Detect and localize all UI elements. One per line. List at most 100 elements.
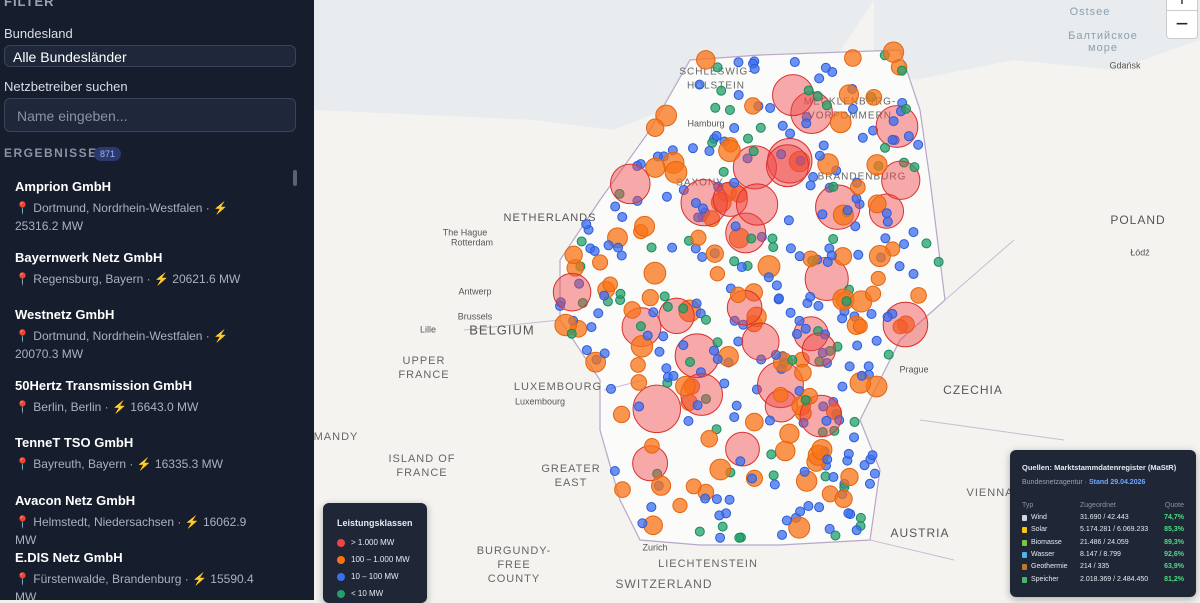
zoom-out[interactable]: − <box>1167 10 1197 37</box>
map-marker[interactable] <box>700 393 711 404</box>
map-marker[interactable] <box>883 349 894 360</box>
map-marker[interactable] <box>731 400 742 411</box>
map-marker[interactable] <box>586 322 597 333</box>
map-marker[interactable] <box>766 449 777 460</box>
map-marker[interactable] <box>685 356 696 367</box>
map-marker[interactable] <box>712 354 723 365</box>
map-marker[interactable] <box>785 128 796 139</box>
map-marker[interactable] <box>668 370 679 381</box>
map-marker[interactable] <box>715 532 726 543</box>
map-marker[interactable] <box>772 386 789 403</box>
map-marker[interactable] <box>709 458 732 481</box>
map-marker[interactable] <box>856 370 867 381</box>
map-marker[interactable] <box>756 231 767 242</box>
map-marker[interactable] <box>734 532 745 543</box>
map-marker[interactable] <box>843 508 854 519</box>
map-marker[interactable] <box>805 291 816 302</box>
map-marker[interactable] <box>814 73 825 84</box>
map-marker[interactable] <box>828 472 839 483</box>
map-marker[interactable] <box>654 346 665 357</box>
map-marker[interactable] <box>632 161 643 172</box>
map-marker[interactable] <box>623 301 642 319</box>
map-marker[interactable] <box>808 172 819 183</box>
map-marker[interactable] <box>735 456 746 467</box>
map-marker[interactable] <box>576 236 587 247</box>
map-marker[interactable] <box>635 321 646 332</box>
map-marker[interactable] <box>814 150 825 161</box>
result-item[interactable]: Bayernwerk Netz GmbH 📍 Regensburg, Bayern… <box>15 250 270 288</box>
map-marker[interactable] <box>650 475 672 496</box>
map-marker[interactable] <box>710 102 721 113</box>
map-marker[interactable] <box>882 301 929 348</box>
map-marker[interactable] <box>910 287 927 304</box>
map-marker[interactable] <box>781 515 792 526</box>
map-marker[interactable] <box>868 125 879 136</box>
map-marker[interactable] <box>748 146 759 157</box>
map-marker[interactable] <box>785 307 796 318</box>
map-marker[interactable] <box>785 243 796 254</box>
map-marker[interactable] <box>812 91 823 102</box>
map-marker[interactable] <box>770 349 781 360</box>
map-marker[interactable] <box>730 221 741 232</box>
map-marker[interactable] <box>894 261 905 272</box>
map-marker[interactable] <box>933 256 944 267</box>
map-marker[interactable] <box>678 303 689 314</box>
map-marker[interactable] <box>788 516 811 539</box>
result-item[interactable]: Avacon Netz GmbH 📍 Helmstedt, Niedersachs… <box>15 493 270 549</box>
map-marker[interactable] <box>747 473 758 484</box>
map-marker[interactable] <box>818 140 829 151</box>
map-marker[interactable] <box>829 425 840 436</box>
map-marker[interactable] <box>834 489 853 509</box>
map-marker[interactable] <box>892 319 908 335</box>
map-marker[interactable] <box>828 234 839 245</box>
map-marker[interactable] <box>867 194 887 214</box>
map-marker[interactable] <box>866 154 888 176</box>
map-marker[interactable] <box>672 497 688 514</box>
map-marker[interactable] <box>697 203 708 214</box>
map-marker[interactable] <box>814 502 825 513</box>
map-marker[interactable] <box>864 478 875 489</box>
map-marker[interactable] <box>843 448 854 459</box>
map-marker[interactable] <box>696 50 716 70</box>
map-marker[interactable] <box>605 383 616 394</box>
map-marker[interactable] <box>733 57 744 68</box>
map-marker[interactable] <box>685 478 702 495</box>
map-marker[interactable] <box>791 329 802 340</box>
map-marker[interactable] <box>645 157 666 178</box>
map-marker[interactable] <box>921 238 932 249</box>
map-marker[interactable] <box>700 430 719 448</box>
map-marker[interactable] <box>789 57 800 68</box>
map-marker[interactable] <box>887 134 898 145</box>
map-marker[interactable] <box>859 460 870 471</box>
map-marker[interactable] <box>852 340 863 351</box>
map-marker[interactable] <box>777 120 788 131</box>
map-marker[interactable] <box>712 337 723 348</box>
map-marker[interactable] <box>648 307 659 318</box>
map-marker[interactable] <box>692 400 703 411</box>
map-marker[interactable] <box>637 518 648 529</box>
map-marker[interactable] <box>725 431 760 467</box>
map-marker[interactable] <box>755 122 766 133</box>
result-item[interactable]: Amprion GmbH 📍 Dortmund, Nordrhein-Westfa… <box>15 179 270 235</box>
map-marker[interactable] <box>718 139 741 163</box>
map-marker[interactable] <box>592 254 609 271</box>
map-marker[interactable] <box>718 166 729 177</box>
map-marker[interactable] <box>766 144 809 188</box>
map-marker[interactable] <box>774 440 796 462</box>
map-marker[interactable] <box>614 481 631 498</box>
map-marker[interactable] <box>851 193 862 204</box>
map-marker[interactable] <box>764 415 775 426</box>
map-marker[interactable] <box>779 423 800 444</box>
map-marker[interactable] <box>714 510 725 521</box>
map-marker[interactable] <box>729 123 740 134</box>
map-marker[interactable] <box>908 227 919 238</box>
map-marker[interactable] <box>805 180 816 191</box>
map-marker[interactable] <box>849 416 860 427</box>
result-item[interactable]: Westnetz GmbH 📍 Dortmund, Nordrhein-Westf… <box>15 307 270 363</box>
map-marker[interactable] <box>822 454 833 465</box>
map-marker[interactable] <box>830 530 841 541</box>
map-marker[interactable] <box>687 143 698 154</box>
map-marker[interactable] <box>821 415 832 426</box>
map-marker[interactable] <box>632 384 682 434</box>
map-marker[interactable] <box>667 242 678 253</box>
